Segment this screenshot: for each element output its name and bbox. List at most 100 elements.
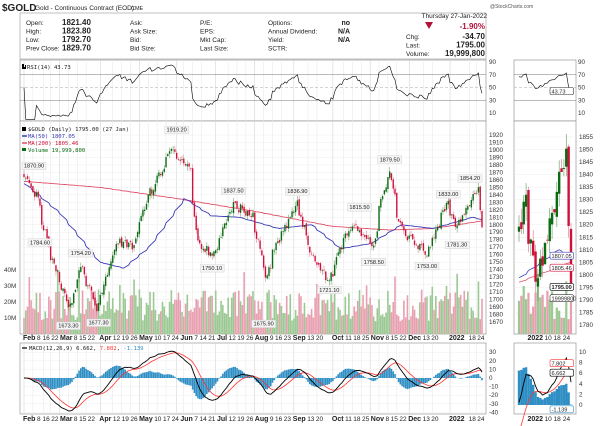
volume-bar	[481, 298, 483, 334]
mini-date-tick: 18	[554, 416, 562, 423]
candle	[152, 190, 155, 196]
date-tick: Jun	[180, 335, 192, 342]
volume-bar	[127, 310, 130, 334]
price-tick: 1830	[489, 199, 504, 206]
volume-bar	[374, 321, 377, 334]
volume-bar	[413, 309, 416, 334]
macd-histogram-bar	[97, 377, 100, 378]
mini-macd-histogram-bar	[553, 391, 556, 405]
price-tick: 1670	[489, 319, 504, 326]
volume-bar	[312, 317, 315, 334]
volume-bar	[268, 290, 270, 334]
candle	[422, 243, 425, 251]
macd-histogram-bar	[206, 378, 208, 394]
mini-candle	[524, 194, 528, 207]
volume-bar	[207, 297, 210, 334]
macd-legend-hist: -1.139	[123, 346, 143, 352]
volume-bar	[348, 293, 350, 334]
volume-bar	[129, 295, 132, 334]
macd-histogram-bar	[227, 368, 229, 378]
candle	[344, 233, 347, 239]
macd-histogram-bar	[72, 378, 75, 380]
macd-histogram-bar	[310, 378, 313, 386]
rsi-panel	[19, 59, 487, 122]
candle	[277, 241, 279, 244]
date-tick: Oct	[332, 335, 344, 342]
volume-bar	[390, 312, 393, 334]
volume-bar	[156, 320, 158, 334]
date-tick: 18	[353, 335, 361, 342]
volume-bar	[447, 299, 450, 334]
candle	[165, 157, 167, 168]
macd-histogram-bar	[39, 378, 41, 383]
field-value: N/A	[338, 29, 350, 36]
volume-bar	[165, 315, 167, 334]
volume-bar	[39, 292, 41, 334]
candle	[53, 258, 55, 264]
candle	[35, 192, 38, 197]
candle	[429, 246, 432, 248]
mini-volume-bar	[539, 297, 542, 334]
macd-histogram-bar	[74, 376, 77, 378]
candle	[120, 237, 123, 247]
mini-macd-histogram-bar	[546, 397, 549, 405]
candle	[252, 212, 254, 217]
volume-tick: 40M	[4, 267, 16, 274]
candle	[216, 248, 219, 250]
volume-bar	[459, 294, 462, 334]
candle	[28, 179, 31, 184]
volume-bar	[346, 314, 348, 334]
macd-histogram-bar	[385, 369, 387, 378]
mini-macd-histogram-bar	[541, 399, 544, 405]
volume-bar	[294, 309, 297, 334]
macd-histogram-bar	[140, 373, 142, 378]
date-tick: Jun	[180, 416, 192, 423]
rsi-icon	[22, 64, 26, 69]
price-tick: 1920	[489, 132, 504, 139]
field-label: Ask:	[130, 20, 143, 27]
macd-histogram-bar	[232, 366, 235, 378]
volume-bar	[135, 295, 137, 334]
date-tick: Sep	[293, 416, 306, 423]
date-tick: 25	[362, 335, 370, 342]
macd-histogram-bar	[303, 377, 306, 378]
mini-macd-histogram-bar	[520, 369, 523, 405]
mini-macd-histogram-bar	[555, 389, 559, 405]
macd-histogram-bar	[145, 372, 148, 378]
volume-bar	[88, 301, 91, 334]
volume-bar	[230, 297, 233, 334]
date-tick: 13	[307, 416, 315, 423]
mini-macd-histogram-bar	[517, 370, 521, 405]
volume-bar	[451, 313, 453, 334]
volume-bar	[314, 297, 316, 334]
candle	[248, 209, 251, 216]
date-tick: 8	[386, 335, 390, 342]
volume-bar	[239, 301, 242, 334]
price-annotation: 1870.90	[24, 164, 44, 170]
candle	[348, 231, 350, 237]
volume-bar	[83, 314, 86, 334]
rsi-tick: 90	[489, 59, 497, 66]
volume-bar	[324, 303, 327, 334]
macd-histogram-bar	[252, 377, 254, 378]
candle	[223, 223, 226, 229]
field-value: 1792.70	[62, 35, 91, 44]
mini-price-tick: 1825	[579, 209, 594, 216]
ma50-last-tag-box	[549, 251, 574, 260]
volume-bar	[307, 314, 309, 334]
candle	[410, 234, 412, 236]
candle	[397, 218, 400, 222]
candle	[204, 248, 206, 252]
volume-bar	[284, 313, 286, 334]
macd-histogram-bar	[94, 375, 96, 378]
volume-bar	[161, 301, 164, 334]
macd-histogram-bar	[452, 374, 455, 378]
mini-macd-histogram-bar	[536, 396, 540, 405]
date-tick: Aug	[255, 416, 269, 423]
candle	[190, 168, 192, 169]
candle	[213, 251, 215, 257]
price-annotation: 1750.10	[202, 266, 222, 272]
mini-price-tick: 1830	[579, 197, 594, 204]
volume-bar	[372, 316, 375, 334]
date-tick: 13	[423, 335, 431, 342]
